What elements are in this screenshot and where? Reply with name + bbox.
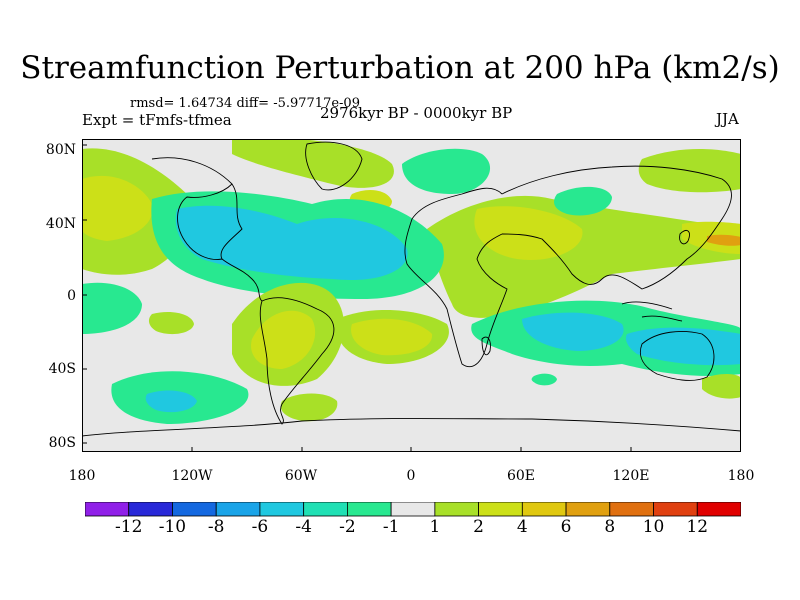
contour-west-pacific-neg2 [625,327,741,366]
contour-atlantic-neg2 [175,205,408,280]
coastline-indonesia [621,301,683,322]
lon-label-120w: 120W [171,468,213,484]
lon-label-120e: 120E [612,468,650,484]
colorbar [85,502,741,517]
colorbar-label: 12 [686,517,709,537]
colorbar-box [565,502,611,517]
period-label: 2976kyr BP - 0000kyr BP [320,104,513,122]
contour-cape-horn-pos [280,393,338,422]
contour-indian-ocean-neg2 [522,312,624,351]
colorbar-box [215,502,261,517]
colorbar-label: 4 [516,517,528,537]
colorbar-label: -1 [382,517,400,537]
coastline-south-america [259,297,335,425]
colorbar-label: -12 [115,517,143,537]
colorbar-label: 1 [429,517,441,537]
lat-label-0: 0 [67,288,76,304]
coastlines [82,141,741,437]
coastline-australia [639,331,715,381]
contour-scandinavia-neg [402,148,491,194]
contour-pos-west [82,175,153,241]
coastline-north-america [151,157,263,302]
colorbar-box [128,502,173,517]
contour-pacific-pos-small [148,312,194,335]
colorbar-label: -6 [251,517,269,537]
colorbar-box [653,502,698,517]
colorbar-label: 8 [604,517,616,537]
colorbar-label: 6 [560,517,572,537]
lon-label-0: 0 [406,468,416,484]
coastline-japan [679,230,690,245]
colorbar-box [521,502,567,517]
chart-title: Streamfunction Perturbation at 200 hPa (… [20,50,780,86]
contour-south-pacific-pos [702,374,741,399]
lon-label-180w: 180 [68,468,96,484]
contour-south-america-pos2 [251,310,316,369]
coastline-europe-africa [404,187,508,368]
coastline-greenland [305,141,363,191]
contour-south-pacific-neg [82,282,142,334]
lon-label-180e: 180 [727,468,755,484]
lat-label-40n: 40N [45,216,76,232]
colorbar-label: 2 [473,517,484,537]
colorbar-label: -10 [158,517,187,537]
contour-southern-ocean-neg2 [145,390,197,413]
streamfunction-map [82,139,741,452]
colorbar-label: -2 [339,517,356,537]
coastline-antarctica [82,418,741,437]
colorbar-label: 10 [642,517,665,537]
contour-asia-pos2 [474,206,583,260]
lat-label-80n: 80N [45,142,76,158]
axis-ticks [82,144,632,452]
colorbar-box [696,502,741,517]
colorbar-box [259,502,305,517]
colorbar-box [303,502,348,517]
rmsd-diff-stats: rmsd= 1.64734 diff= -5.97717e-09 [130,96,360,111]
contour-south-indian-small [531,373,557,386]
contour-pacific-pos3 [707,234,741,246]
colorbar-box [609,502,654,517]
colorbar-label: -8 [207,517,225,537]
colorbar-box [346,502,392,517]
colorbar-label: -4 [295,517,312,537]
coastline-asia [501,165,732,290]
coastline-madagascar [481,336,491,356]
colorbar-box [172,502,217,517]
lon-label-60e: 60E [506,468,536,484]
experiment-label: Expt = tFmfs-tfmea [82,111,232,129]
season-label: JJA [716,110,739,128]
lon-label-60w: 60W [284,468,318,484]
colorbar-box [390,502,436,517]
contour-south-atlantic-pos2 [351,318,433,356]
lat-label-40s: 40S [48,361,76,377]
colorbar-box [434,502,479,517]
colorbar-box [478,502,523,517]
lat-label-80s: 80S [48,435,76,451]
colorbar-box [85,502,130,517]
contour-siberia-neg [554,186,612,216]
